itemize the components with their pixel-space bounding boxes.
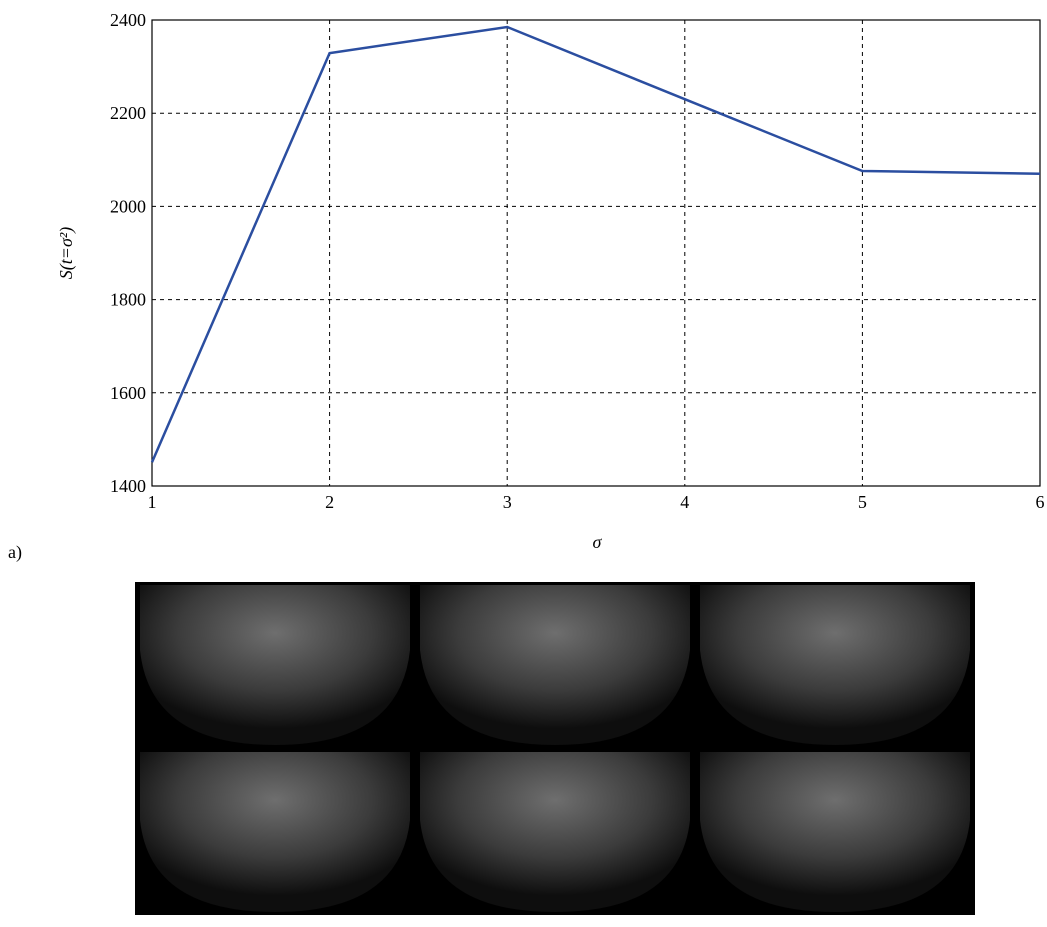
y-tick-label: 2400 [110,10,146,30]
y-tick-label: 1600 [110,383,146,403]
data-line [150,25,1041,463]
x-tick-label: 5 [858,492,867,512]
panel-label: a) [8,542,22,563]
x-tick-label: 6 [1036,492,1045,512]
x-tick-label: 2 [325,492,334,512]
image-panel [135,582,975,915]
y-tick-label: 2000 [110,196,146,216]
plot-area [152,20,1040,486]
x-axis-label: σ [593,532,603,552]
y-tick-label: 1800 [110,290,146,310]
x-tick-label: 4 [680,492,689,512]
y-axis-label: S(t=σ²) [56,227,77,279]
y-tick-label: 1400 [110,476,146,496]
plot-frame [151,19,1041,487]
x-tick-label: 1 [148,492,157,512]
x-tick-label: 3 [503,492,512,512]
y-tick-label: 2200 [110,103,146,123]
chart: 1400 1600 1800 2000 2200 2400 1 2 3 4 5 6 [110,10,1045,512]
